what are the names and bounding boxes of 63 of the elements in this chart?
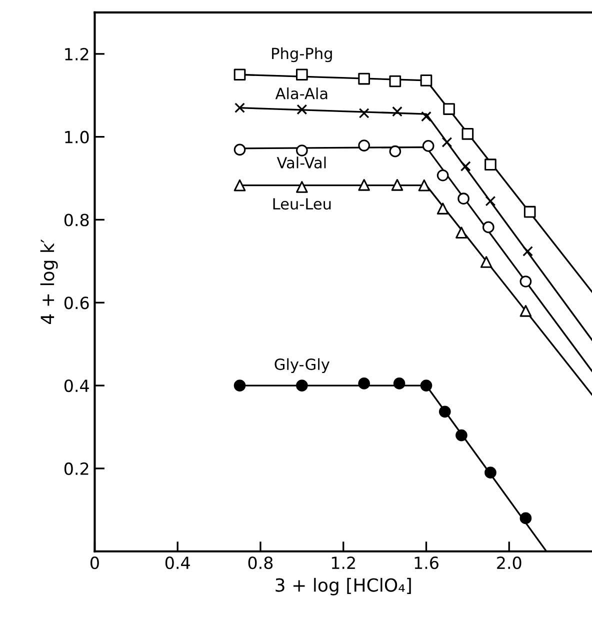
point [522, 246, 533, 256]
point [443, 103, 455, 115]
x-tick-label: 1.6 [414, 556, 438, 570]
point [358, 378, 370, 390]
point [358, 108, 370, 118]
series-label: Leu-Leu [273, 198, 331, 210]
point [438, 406, 451, 418]
point [436, 202, 449, 214]
point [482, 221, 494, 234]
point [234, 102, 245, 114]
point [234, 144, 246, 156]
point [393, 378, 406, 390]
x-tick-label: 1.2 [332, 556, 355, 569]
x-tick-label: 0.8 [248, 556, 273, 570]
point [296, 181, 308, 193]
x-tick-label: 0.4 [165, 556, 190, 570]
point [484, 466, 496, 479]
point [389, 145, 402, 158]
series-label: Phg-Phg [272, 47, 332, 62]
point [442, 136, 452, 148]
point [485, 196, 496, 206]
point [480, 256, 492, 268]
point [296, 68, 308, 81]
point [296, 144, 308, 156]
point [296, 380, 308, 392]
point [234, 179, 246, 192]
x-axis-title: 3 + log [HClO₄] [276, 578, 411, 596]
y-axis-title: 4 + log k′ [40, 239, 58, 324]
point [458, 192, 470, 204]
y-tick-label: 0.6 [64, 296, 89, 310]
y-tick-label: 1.0 [65, 130, 89, 144]
y-tick-label: 0.2 [64, 462, 88, 476]
point [296, 104, 308, 115]
point [524, 206, 536, 218]
x-tick-label: 0 [90, 556, 99, 570]
point [389, 75, 402, 88]
point [460, 161, 471, 172]
point [392, 106, 402, 117]
point [358, 72, 370, 85]
point [234, 68, 246, 81]
series-label: Val-Val [276, 156, 326, 168]
point [420, 74, 432, 86]
y-tick-label: 0.8 [64, 214, 89, 226]
point [520, 512, 532, 524]
point [462, 128, 474, 140]
point [358, 140, 370, 152]
point [520, 276, 532, 288]
series-label: Ala-Ala [275, 87, 328, 100]
point [420, 380, 432, 392]
point [358, 178, 370, 191]
point [422, 140, 434, 152]
point [436, 169, 449, 182]
series-label: Gly-Gly [274, 358, 330, 374]
x-tick-label: 2.0 [497, 556, 522, 570]
y-tick-label: 1.2 [65, 48, 88, 60]
y-tick-label: 0.4 [64, 380, 89, 392]
point [456, 429, 468, 442]
point [484, 158, 496, 171]
point [421, 111, 432, 122]
point [520, 305, 532, 317]
point [234, 380, 246, 392]
point [418, 179, 430, 192]
point [391, 178, 404, 191]
